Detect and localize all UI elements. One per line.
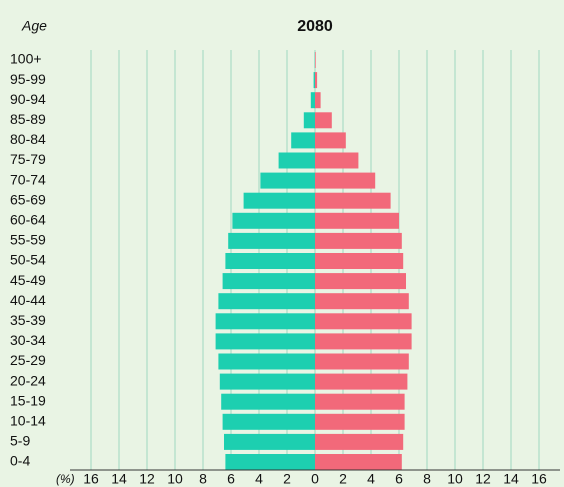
- y-tick-label: 45-49: [10, 272, 46, 288]
- bar: [222, 413, 315, 430]
- bar: [315, 52, 316, 68]
- y-tick-label: 60-64: [10, 212, 46, 228]
- bar: [315, 353, 409, 370]
- x-tick-label: 16: [531, 471, 547, 487]
- bar: [225, 253, 315, 269]
- bar: [215, 333, 315, 350]
- y-tick-label: 85-89: [10, 111, 46, 127]
- bar: [218, 353, 315, 370]
- x-tick-label: 2: [339, 471, 347, 487]
- x-tick-label: 4: [367, 471, 375, 487]
- y-tick-label: 0-4: [10, 453, 30, 469]
- bar: [221, 393, 315, 410]
- bar: [219, 373, 315, 390]
- bar: [228, 232, 315, 249]
- bar: [315, 433, 404, 450]
- bar: [315, 393, 405, 410]
- bar: [224, 433, 315, 450]
- bar: [315, 273, 406, 290]
- y-tick-label: 95-99: [10, 71, 46, 87]
- x-tick-label: 2: [283, 471, 291, 487]
- y-tick-label: 70-74: [10, 171, 46, 187]
- x-tick-label: 4: [255, 471, 263, 487]
- bar: [315, 373, 408, 390]
- bar: [315, 212, 399, 229]
- bar: [232, 212, 315, 229]
- bar: [215, 313, 315, 330]
- x-tick-label: 10: [167, 471, 183, 487]
- x-axis-label: (%): [56, 472, 75, 486]
- bar: [315, 333, 412, 350]
- bar: [315, 152, 359, 169]
- y-tick-label: 10-14: [10, 413, 46, 429]
- y-tick-label: 100+: [10, 51, 42, 67]
- x-tick-label: 12: [139, 471, 155, 487]
- y-tick-label: 80-84: [10, 131, 46, 147]
- x-tick-label: 6: [395, 471, 403, 487]
- bar: [315, 172, 376, 189]
- y-tick-label: 90-94: [10, 91, 46, 107]
- y-tick-label: 5-9: [10, 433, 30, 449]
- y-tick-label: 50-54: [10, 252, 46, 268]
- bar: [315, 413, 405, 430]
- bar: [315, 72, 318, 89]
- x-tick-label: 10: [447, 471, 463, 487]
- bar: [315, 192, 391, 209]
- bar: [315, 454, 402, 470]
- y-tick-label: 20-24: [10, 372, 46, 388]
- x-tick-label: 6: [227, 471, 235, 487]
- y-tick-label: 25-29: [10, 352, 46, 368]
- x-tick-label: 12: [475, 471, 491, 487]
- bar: [243, 192, 315, 209]
- y-tick-label: 30-34: [10, 332, 46, 348]
- bar: [315, 293, 409, 310]
- x-tick-label: 0: [311, 471, 319, 487]
- bar: [315, 132, 346, 149]
- x-tick-label: 8: [199, 471, 207, 487]
- bar: [315, 253, 404, 269]
- y-tick-label: 15-19: [10, 392, 46, 408]
- y-tick-label: 55-59: [10, 232, 46, 248]
- bar: [315, 112, 332, 129]
- bar: [260, 172, 315, 189]
- y-tick-label: 75-79: [10, 151, 46, 167]
- bar: [303, 112, 315, 129]
- bar: [315, 313, 412, 330]
- x-tick-label: 16: [83, 471, 99, 487]
- y-tick-label: 35-39: [10, 312, 46, 328]
- bar: [310, 92, 315, 109]
- y-tick-label: 40-44: [10, 292, 46, 308]
- bar: [222, 273, 315, 290]
- y-tick-label: 65-69: [10, 191, 46, 207]
- bar: [315, 92, 321, 109]
- bar: [313, 72, 315, 89]
- x-tick-label: 14: [111, 471, 127, 487]
- x-tick-label: 8: [423, 471, 431, 487]
- y-axis-label: Age: [21, 18, 47, 34]
- bar: [225, 454, 315, 470]
- bar: [278, 152, 315, 169]
- bar: [315, 232, 402, 249]
- bar: [218, 293, 315, 310]
- chart-title: 2080: [297, 18, 333, 35]
- x-tick-label: 14: [503, 471, 519, 487]
- bar: [291, 132, 315, 149]
